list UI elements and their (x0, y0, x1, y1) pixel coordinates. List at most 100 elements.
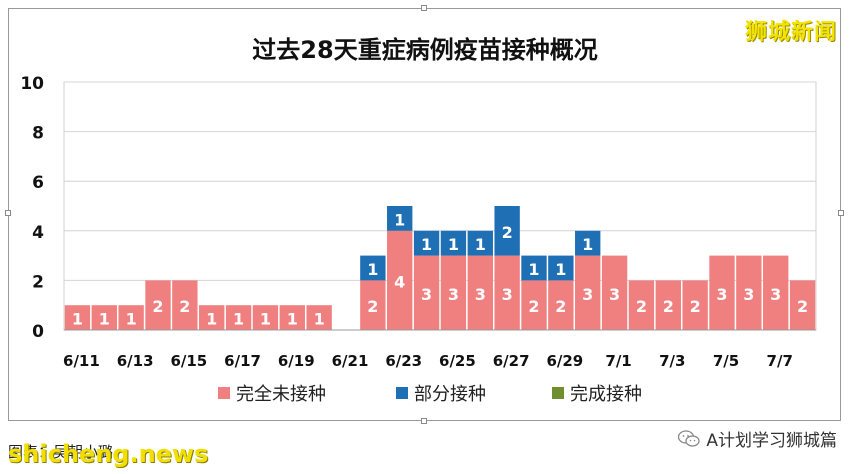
bar-segment (413, 255, 440, 330)
bar-segment (306, 305, 332, 330)
bar-value-label: 3 (716, 285, 727, 304)
y-tick-label: 0 (32, 322, 44, 342)
bar-value-label: 2 (367, 297, 378, 316)
chart-frame (8, 8, 841, 421)
x-tick-label: 6/13 (117, 352, 154, 370)
bar-segment (360, 280, 386, 330)
bar-segment (387, 206, 413, 231)
bar-segment (440, 230, 467, 256)
resize-handle-left[interactable] (5, 210, 11, 216)
bar-segment (601, 255, 628, 330)
bar-segment (575, 255, 601, 330)
bar-segment (145, 280, 171, 330)
bar-value-label: 3 (502, 285, 513, 304)
bar-segment (655, 280, 681, 330)
x-tick-label: 6/17 (224, 352, 261, 370)
bar-segment (360, 255, 386, 281)
bar-value-label: 2 (179, 297, 190, 316)
x-tick-label: 6/21 (332, 352, 369, 370)
bar-value-label: 2 (152, 297, 163, 316)
bar-value-label: 1 (475, 235, 486, 254)
bar-value-label: 1 (394, 210, 405, 229)
bar-segment (467, 230, 493, 256)
bar-segment (521, 255, 547, 281)
bar-value-label: 2 (502, 223, 513, 242)
y-tick-label: 6 (32, 173, 44, 193)
watermark-bottom-left: shicheng.news (8, 440, 209, 468)
bar-segment (736, 255, 762, 330)
bar-value-label: 3 (421, 285, 432, 304)
bar-value-label: 2 (636, 297, 647, 316)
bar-segment (682, 280, 708, 330)
resize-handle-bottom[interactable] (421, 418, 427, 424)
bar-value-label: 1 (99, 310, 110, 329)
bar-value-label: 2 (663, 297, 674, 316)
bar-segment (548, 280, 574, 330)
chart-credit: 图表：吴朝小璐 (8, 443, 114, 461)
x-tick-label: 7/7 (767, 352, 793, 370)
resize-handle-right[interactable] (838, 210, 844, 216)
bar-value-label: 2 (797, 297, 808, 316)
bar-value-label: 2 (690, 297, 701, 316)
bar-value-label: 3 (582, 285, 593, 304)
x-tick-label: 6/27 (493, 352, 530, 370)
y-tick-label: 4 (32, 223, 44, 243)
bar-value-label: 3 (770, 285, 781, 304)
legend-swatch (552, 387, 564, 399)
bar-value-label: 1 (528, 260, 539, 279)
y-tick-label: 8 (32, 124, 44, 144)
bar-segment (548, 255, 574, 281)
bar-value-label: 1 (126, 310, 137, 329)
bar-value-label: 1 (260, 310, 271, 329)
bar-value-label: 3 (743, 285, 754, 304)
bar-segment (521, 280, 547, 330)
watermark-top-right: 狮城新闻 (744, 20, 837, 45)
bar-segment (279, 305, 305, 330)
resize-handle-top[interactable] (421, 5, 427, 11)
x-tick-label: 7/1 (605, 352, 631, 370)
y-tick-label: 2 (32, 272, 44, 292)
bar-segment (413, 230, 440, 256)
x-tick-label: 6/15 (170, 352, 207, 370)
bar-segment (118, 305, 144, 330)
legend-label: 完全未接种 (236, 384, 326, 405)
bar-value-label: 3 (475, 285, 486, 304)
x-tick-label: 6/19 (278, 352, 315, 370)
account-name: A计划学习狮城篇 (706, 431, 837, 451)
bar-value-label: 1 (421, 235, 432, 254)
bar-segment (252, 305, 279, 330)
x-tick-label: 6/29 (546, 352, 583, 370)
bar-segment (467, 255, 493, 330)
x-tick-label: 7/5 (713, 352, 739, 370)
bar-value-label: 2 (528, 297, 539, 316)
bar-segment (575, 230, 601, 256)
chart-title: 过去28天重症病例疫苗接种概况 (252, 36, 597, 64)
bar-segment (789, 280, 816, 330)
bar-value-label: 1 (72, 310, 83, 329)
bar-segment (387, 230, 413, 330)
legend-swatch (396, 387, 408, 399)
wechat-icon (678, 429, 701, 448)
legend-label: 部分接种 (414, 384, 486, 405)
legend-label: 完成接种 (570, 384, 642, 405)
bar-segment (494, 206, 520, 256)
x-tick-label: 6/11 (63, 352, 100, 370)
bar-value-label: 1 (314, 310, 325, 329)
bar-value-label: 1 (448, 235, 459, 254)
bar-value-label: 1 (206, 310, 217, 329)
account-attribution: A计划学习狮城篇 (678, 426, 837, 451)
bar-value-label: 4 (394, 272, 405, 291)
bar-segment (763, 255, 789, 330)
y-tick-label: 10 (20, 74, 44, 94)
bar-value-label: 1 (582, 235, 593, 254)
bar-value-label: 1 (287, 310, 298, 329)
bar-value-label: 3 (609, 285, 620, 304)
bar-segment (199, 305, 225, 330)
bar-segment (91, 305, 117, 330)
bar-segment (709, 255, 735, 330)
bar-value-label: 2 (555, 297, 566, 316)
bar-segment (64, 305, 91, 330)
bar-value-label: 1 (233, 310, 244, 329)
bar-segment (172, 280, 198, 330)
